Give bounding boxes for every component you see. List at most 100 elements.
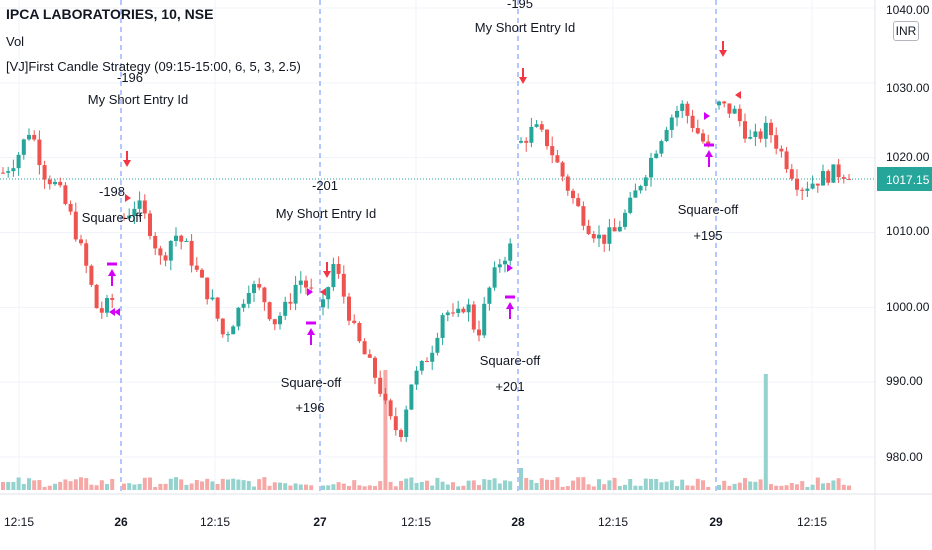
- volume-bar: [555, 477, 560, 490]
- candle-body: [795, 178, 799, 190]
- volume-bar: [503, 480, 507, 490]
- candle-body: [153, 235, 158, 249]
- candle-body: [471, 304, 476, 330]
- candle-body: [148, 213, 152, 236]
- candle-body: [576, 198, 581, 207]
- candle-body: [628, 197, 633, 213]
- volume-bar: [414, 482, 419, 490]
- currency-button[interactable]: INR: [893, 21, 919, 41]
- annotation-pnl: +195: [693, 228, 722, 243]
- signal-marker: [735, 91, 741, 99]
- volume-bar: [347, 485, 351, 490]
- candle-body: [737, 108, 742, 122]
- price-axis[interactable]: 1040.00 1030.00 1020.00 1010.00 1000.00 …: [874, 0, 932, 550]
- candle-body: [6, 171, 11, 173]
- volume-bar: [456, 486, 461, 490]
- candle-body: [84, 243, 89, 266]
- volume-bar: [220, 478, 225, 490]
- volume-indicator-label[interactable]: Vol: [6, 34, 25, 49]
- volume-bar: [492, 478, 497, 490]
- candle-body: [685, 103, 690, 116]
- volume-bar: [545, 479, 549, 490]
- volume-bar: [357, 485, 362, 490]
- annotation-entry: My Short Entry Id: [276, 206, 376, 221]
- volume-bar: [529, 479, 534, 490]
- volume-bar: [373, 486, 377, 490]
- volume-bar: [612, 477, 617, 490]
- candle-body: [638, 185, 643, 191]
- trade-annotations: -196 My Short Entry Id -198 Square-off -…: [82, 0, 739, 415]
- time-axis[interactable]: 12:15 26 12:15 27 12:15 28 12:15 29 12:1…: [0, 493, 932, 529]
- volume-bar: [795, 484, 799, 490]
- volume-bar: [27, 478, 31, 490]
- volume-bar: [163, 483, 168, 490]
- candle-body: [336, 264, 341, 274]
- candle-body: [503, 260, 507, 265]
- volume-bar: [336, 482, 341, 490]
- candle-body: [425, 361, 429, 363]
- volume-bar: [47, 485, 52, 490]
- candle-body: [357, 322, 362, 342]
- volume-bar: [352, 480, 357, 490]
- volume-bar: [89, 484, 94, 490]
- candle-body: [220, 318, 225, 335]
- annotation-exit: Square-off: [281, 375, 342, 390]
- candle-body: [612, 227, 617, 232]
- candle-body: [695, 128, 700, 134]
- volume-bar: [435, 477, 440, 490]
- volume-bar: [810, 484, 815, 490]
- signal-marker: [109, 308, 115, 316]
- volume-bar: [252, 486, 256, 490]
- exit-arrow-head: [108, 269, 116, 276]
- price-tick: 990.00: [886, 374, 923, 388]
- candle-body: [659, 141, 664, 154]
- candle-body: [37, 139, 42, 166]
- candle-body: [519, 140, 523, 143]
- candle-body: [99, 308, 104, 313]
- volume-bar: [215, 484, 220, 490]
- exit-arrow-head: [506, 302, 514, 309]
- volume-bar: [482, 479, 487, 490]
- candle-body: [252, 284, 256, 293]
- volume-bar: [607, 480, 612, 490]
- volume-bar: [246, 481, 251, 490]
- candle-body: [497, 264, 502, 268]
- candle-body: [210, 297, 215, 300]
- volume-bar: [690, 485, 695, 490]
- price-tick: 1020.00: [886, 150, 930, 164]
- volume-bar: [122, 483, 126, 490]
- volume-bar: [519, 468, 523, 490]
- candle-body: [643, 177, 648, 186]
- volume-bar: [84, 478, 89, 490]
- volume-bar: [534, 483, 539, 490]
- volume-bar: [179, 479, 184, 490]
- strategy-indicator-label[interactable]: [VJ]First Candle Strategy (09:15-15:00, …: [6, 59, 301, 74]
- entry-arrow-head: [519, 77, 527, 84]
- candle-body: [288, 301, 293, 304]
- volume-bar: [326, 485, 331, 490]
- candle-body: [466, 304, 471, 313]
- candle-body: [409, 384, 414, 410]
- candle-body: [477, 329, 481, 336]
- volume-bar: [99, 480, 104, 490]
- volume-bar: [680, 479, 685, 490]
- candle-body: [53, 181, 57, 185]
- volume-bar: [445, 484, 450, 490]
- volume-bar: [623, 484, 627, 490]
- volume-bar: [226, 479, 230, 490]
- volume-bar: [508, 481, 513, 490]
- candle-body: [309, 287, 314, 289]
- volume-bar: [550, 479, 555, 490]
- candle-body: [383, 393, 388, 401]
- entry-arrow-head: [323, 271, 331, 278]
- volume-bar: [132, 484, 137, 490]
- volume-bar: [565, 486, 570, 490]
- trade-markers: [107, 41, 741, 345]
- volume-bar: [105, 484, 109, 490]
- candle-body: [492, 267, 497, 288]
- candle-body: [758, 131, 763, 139]
- candle-body: [675, 110, 679, 118]
- candle-body: [110, 298, 115, 300]
- volume-bar: [189, 483, 194, 490]
